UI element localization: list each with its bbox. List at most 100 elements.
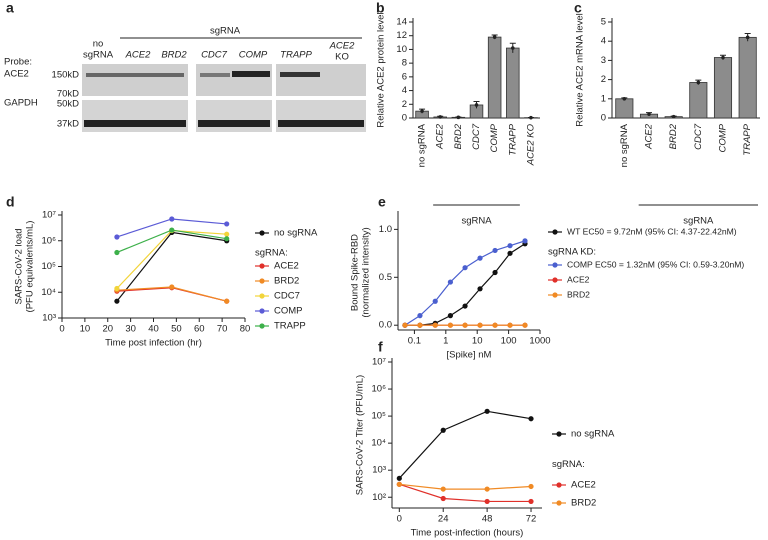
- legend-marker: [259, 308, 265, 314]
- legend-marker: [552, 229, 558, 235]
- legend-label: COMP: [274, 306, 303, 317]
- point: [510, 46, 515, 50]
- x-tick-label: CDC7: [471, 123, 482, 150]
- point: [432, 298, 438, 304]
- point: [224, 298, 230, 304]
- point: [492, 247, 498, 254]
- point: [396, 475, 402, 481]
- y-tick-label: 10³: [372, 465, 386, 476]
- point: [696, 80, 701, 85]
- x-tick-label: ACE2 KO: [525, 123, 536, 166]
- y-axis-label: (PFU equivalents/mL): [25, 221, 36, 313]
- y-tick-label: 10⁷: [372, 357, 387, 368]
- probe-label: Probe:: [4, 57, 32, 68]
- series-line: [398, 410, 532, 479]
- point: [447, 313, 454, 319]
- y-tick-label: 10³: [42, 313, 56, 324]
- point: [492, 269, 498, 276]
- lane-label: TRAPP: [280, 50, 312, 61]
- legend-marker: [552, 292, 558, 298]
- point: [169, 227, 175, 233]
- x-tick-label: TRAPP: [742, 123, 753, 155]
- point: [671, 114, 676, 119]
- y-tick-label: 4: [601, 36, 606, 47]
- lane-label: no: [93, 39, 104, 50]
- legend-heading: sgRNA:: [552, 459, 585, 470]
- x-axis-label: [Spike] nM: [447, 350, 492, 361]
- point: [528, 416, 534, 422]
- y-tick-label: 5: [601, 17, 606, 28]
- marker: 150kD: [52, 70, 80, 81]
- point: [507, 250, 513, 256]
- point: [432, 322, 438, 328]
- point: [114, 298, 120, 304]
- lane-label: KO: [335, 52, 349, 63]
- panel-letter: f: [378, 339, 383, 355]
- x-tick-label: 1: [443, 336, 448, 347]
- x-tick-label: no sgRNA: [417, 123, 428, 167]
- legend-label: no sgRNA: [571, 429, 615, 440]
- probe: ACE2: [4, 69, 29, 80]
- legend-marker: [259, 230, 265, 236]
- legend-label: BRD2: [274, 276, 299, 287]
- point: [647, 112, 651, 116]
- point: [447, 322, 454, 328]
- point: [396, 481, 402, 487]
- y-tick-label: 8: [402, 58, 407, 69]
- bar: [738, 36, 757, 119]
- y-tick-label: 10⁶: [372, 384, 387, 395]
- point: [169, 284, 175, 290]
- marker: 37kD: [57, 119, 79, 130]
- x-tick-label: 1000: [529, 336, 550, 347]
- legend-label: COMP EC50 = 1.32nM (95% CI: 0.59-3.20nM): [567, 259, 744, 269]
- bar: [713, 57, 733, 119]
- point: [462, 322, 468, 328]
- legend-marker: [552, 277, 558, 283]
- x-tick-label: no sgRNA: [619, 123, 630, 167]
- panel-letter: d: [6, 194, 15, 210]
- point: [745, 35, 750, 40]
- y-axis-label: Relative ACE2 protein level: [376, 12, 387, 127]
- point: [169, 216, 175, 222]
- y-tick-label: 4: [402, 85, 407, 96]
- x-tick-label: CDC7: [693, 123, 704, 150]
- x-tick-label: 20: [102, 324, 113, 335]
- point: [224, 221, 230, 227]
- x-axis-label: Time post infection (hr): [105, 338, 202, 349]
- point: [721, 55, 725, 60]
- y-axis-label: SARS-CoV-2 load: [14, 228, 25, 304]
- y-tick-label: 0: [402, 113, 407, 124]
- x-tick-label: BRD2: [668, 123, 679, 149]
- legend-marker: [259, 293, 265, 299]
- y-tick-label: 3: [601, 55, 606, 66]
- y-tick-label: 10²: [372, 492, 386, 503]
- point: [440, 427, 446, 433]
- point: [522, 238, 528, 244]
- point: [114, 249, 120, 256]
- lane-label: sgRNA: [83, 50, 114, 61]
- x-tick-label: 0.1: [408, 336, 421, 347]
- point: [484, 498, 490, 505]
- blot-header: sgRNA: [210, 26, 241, 37]
- x-tick-label: 10: [80, 324, 91, 335]
- y-tick-label: 10⁴: [41, 287, 56, 298]
- point: [477, 286, 483, 292]
- y-axis-label: SARS-CoV-2 Titer (PFU/mL): [355, 375, 366, 495]
- lane-label: COMP: [239, 50, 268, 61]
- panel-letter: b: [376, 0, 385, 16]
- x-tick-label: COMP: [718, 123, 729, 152]
- lane-label: ACE2: [125, 50, 152, 61]
- point: [528, 483, 534, 490]
- y-axis-label: Relative ACE2 mRNA level: [575, 13, 586, 127]
- panel-letter: c: [574, 0, 582, 16]
- legend-label: ACE2: [274, 261, 299, 272]
- x-tick-label: 30: [125, 324, 136, 335]
- x-tick-label: COMP: [489, 123, 500, 152]
- x-tick-label: 80: [240, 324, 251, 335]
- point: [492, 35, 497, 39]
- point: [420, 109, 424, 113]
- x-tick-label: 0: [59, 324, 64, 335]
- legend-marker: [556, 431, 562, 437]
- point: [529, 115, 533, 120]
